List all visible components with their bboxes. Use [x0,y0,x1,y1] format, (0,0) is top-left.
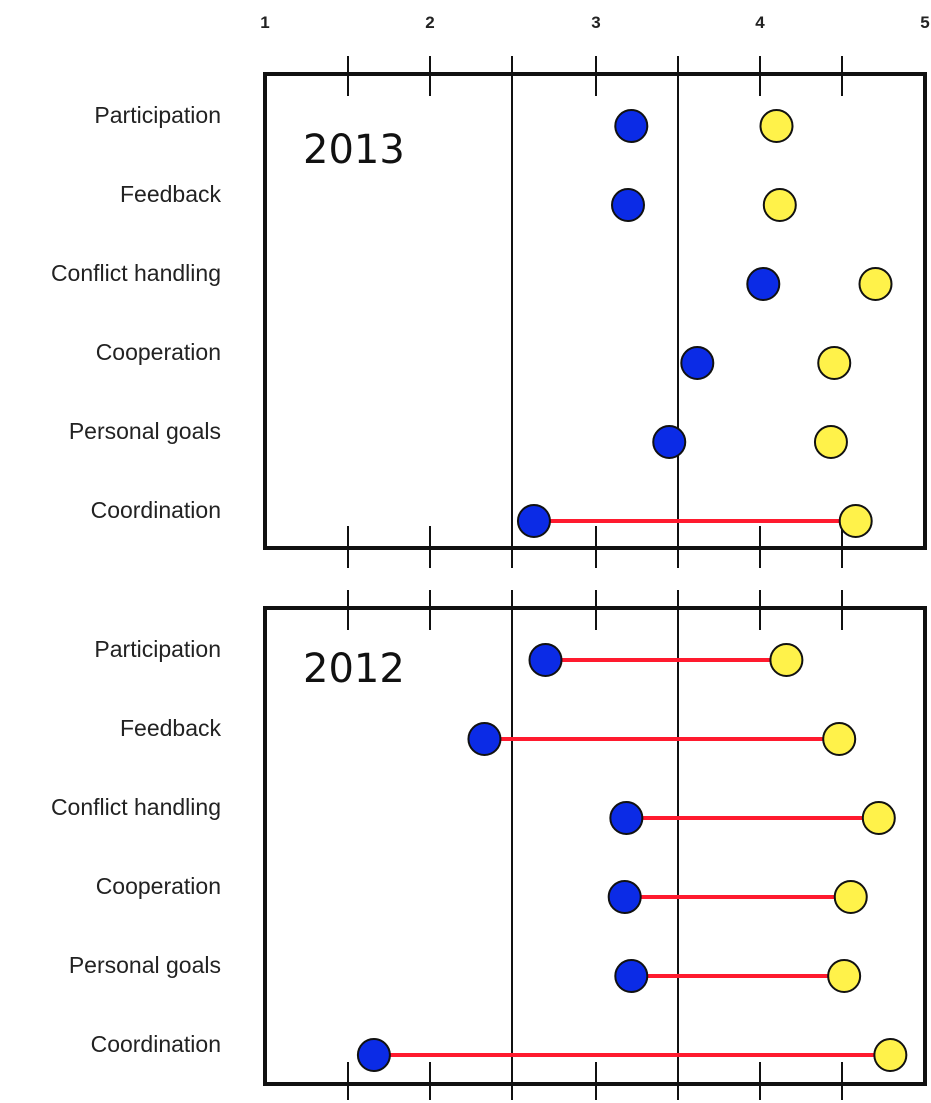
blue-point [356,1038,391,1072]
x-tick-label: 2 [425,13,434,32]
yellow-point [759,109,794,143]
category-label: Coordination [91,1031,221,1057]
blue-point [467,722,502,756]
blue-point [652,425,687,459]
yellow-point [827,959,862,993]
blue-point [528,643,563,677]
yellow-point [838,504,873,538]
category-label: Conflict handling [51,260,221,286]
yellow-point [822,722,857,756]
category-label: Coordination [91,497,221,523]
x-tick-label: 5 [920,13,929,32]
blue-point [746,267,781,301]
category-label: Participation [94,102,221,128]
x-tick-label: 4 [755,13,765,32]
blue-point [614,109,649,143]
yellow-point [769,643,804,677]
yellow-point [873,1038,908,1072]
blue-point [516,504,551,538]
category-label: Feedback [120,181,222,207]
blue-point [609,801,644,835]
yellow-point [813,425,848,459]
chart-panels: 2013 Participation Feedback Conflict handli… [51,56,927,1100]
yellow-point [861,801,896,835]
category-label: Personal goals [69,952,221,978]
blue-point [614,959,649,993]
panel-title: 2012 [303,646,405,692]
x-axis-tick-labels: 1 2 3 4 5 [260,13,929,32]
panel-2013: 2013 Participation Feedback Conflict handli… [51,56,927,568]
yellow-point [858,267,893,301]
yellow-point [817,346,852,380]
blue-point [680,346,715,380]
category-label: Cooperation [96,339,221,365]
x-tick-label: 1 [260,13,269,32]
category-label: Personal goals [69,418,221,444]
blue-point [607,880,642,914]
category-label: Cooperation [96,873,221,899]
category-label: Conflict handling [51,794,221,820]
category-label: Participation [94,636,221,662]
panel-2012: 2012 Participation Feedback Conflict handli… [51,590,927,1100]
x-tick-label: 3 [591,13,600,32]
yellow-point [762,188,797,222]
panel-title: 2013 [303,127,405,173]
yellow-point [833,880,868,914]
category-label: Feedback [120,715,222,741]
blue-point [611,188,645,222]
